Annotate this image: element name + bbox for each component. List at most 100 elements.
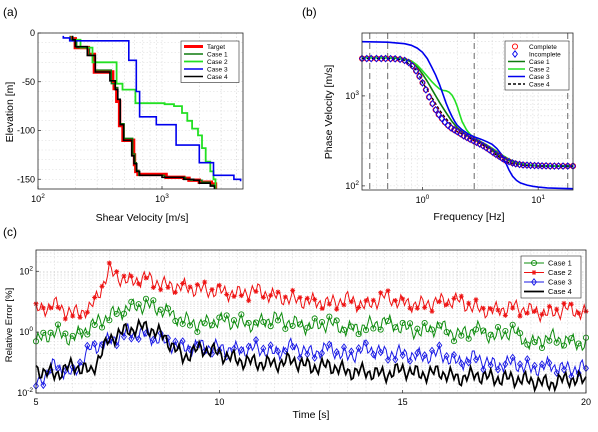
data-point (40, 329, 47, 336)
data-point (378, 54, 385, 63)
data-point (429, 100, 436, 107)
data-point (268, 292, 274, 298)
data-point (517, 360, 523, 369)
data-point (400, 296, 406, 302)
data-point (422, 305, 428, 311)
x-tick-label: 10 (214, 397, 224, 407)
data-point (356, 305, 362, 311)
data-point (230, 317, 238, 324)
data-point (392, 54, 399, 63)
data-point (348, 323, 355, 330)
data-point (554, 306, 560, 312)
data-point (180, 280, 186, 286)
data-point (575, 340, 582, 347)
data-point (135, 335, 142, 343)
data-point (98, 324, 106, 331)
panel-c-ylabel: Relative Error [%] (4, 288, 15, 362)
data-point (363, 298, 369, 304)
data-point (466, 300, 472, 306)
data-point (355, 344, 362, 353)
data-point (543, 161, 550, 170)
legend-swatch (512, 50, 518, 58)
data-point (370, 350, 377, 359)
data-point (142, 295, 150, 302)
data-point (483, 143, 490, 152)
data-point (209, 287, 215, 293)
data-point (539, 311, 545, 317)
data-point (326, 313, 333, 320)
y-tick-label: -150 (17, 174, 35, 184)
data-point (414, 305, 420, 311)
data-point (429, 308, 435, 314)
x-tick-label: 100 (416, 194, 430, 205)
data-point (458, 293, 464, 299)
data-point (546, 358, 553, 367)
data-point (363, 54, 370, 63)
data-point (441, 118, 448, 127)
data-point (304, 295, 310, 301)
data-point (84, 341, 91, 350)
data-point (120, 310, 128, 317)
data-point (186, 322, 194, 329)
data-point (231, 294, 237, 300)
data-point (106, 335, 113, 344)
data-point (494, 323, 502, 331)
axes-frame (37, 32, 244, 190)
panel-a-ylabel: Elevation [m] (4, 82, 16, 143)
data-point (136, 281, 142, 287)
axes-frame (35, 249, 587, 394)
data-point (326, 340, 333, 349)
data-point (524, 355, 531, 364)
data-point (421, 351, 428, 360)
data-point (208, 322, 216, 329)
data-point (91, 321, 98, 328)
data-point (70, 313, 76, 319)
data-point (340, 326, 348, 333)
legend-label: Case 4 (548, 287, 572, 296)
data-point (121, 273, 127, 279)
data-point (429, 99, 436, 108)
data-point (428, 326, 436, 333)
data-point (106, 260, 112, 266)
legend-label: Case 4 (207, 74, 228, 81)
data-point (527, 161, 534, 170)
data-point (502, 360, 509, 369)
data-point (546, 337, 553, 344)
data-point (448, 124, 455, 132)
data-point (551, 162, 558, 171)
data-point (165, 285, 171, 291)
data-point (531, 339, 538, 346)
data-point (179, 337, 186, 346)
data-point (432, 105, 439, 114)
data-point (473, 355, 479, 364)
data-point (377, 348, 384, 357)
panel-c-label: (c) (3, 225, 17, 239)
data-point (245, 319, 252, 326)
data-point (414, 325, 421, 332)
data-point (480, 305, 486, 311)
series-line-case-3 (35, 323, 587, 387)
x-tick-label: 5 (33, 397, 38, 407)
data-point (267, 341, 274, 350)
panel-c-xlabel: Time [s] (293, 409, 330, 421)
x-tick-label: 103 (155, 193, 169, 204)
data-point (444, 121, 451, 130)
data-point (216, 314, 223, 321)
data-point (172, 317, 179, 325)
data-point (489, 148, 496, 156)
data-point (121, 332, 127, 341)
data-point (114, 269, 120, 275)
data-point (451, 350, 457, 359)
data-point (348, 299, 354, 305)
data-point (62, 316, 68, 322)
data-point (128, 273, 134, 279)
data-point (106, 317, 113, 324)
data-point (416, 72, 423, 81)
data-point (260, 294, 266, 300)
legend-label: Case 2 (548, 268, 572, 277)
panel-a-xlabel: Shear Velocity [m/s] (96, 212, 189, 224)
data-point (509, 353, 516, 362)
data-point (576, 310, 582, 316)
